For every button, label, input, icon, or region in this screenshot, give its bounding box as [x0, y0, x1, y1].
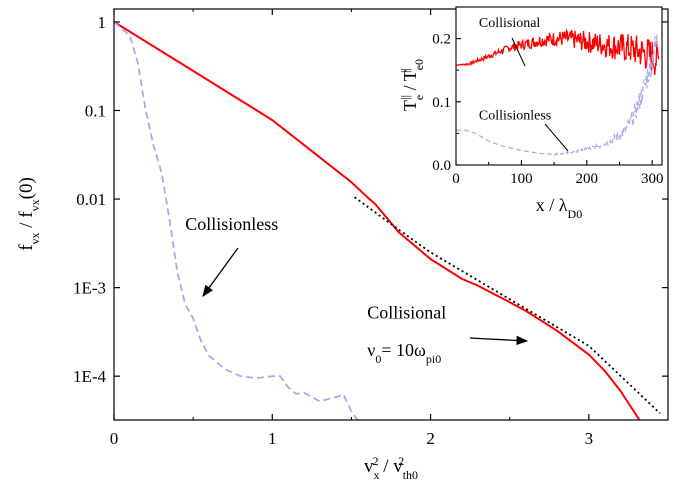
- inset-x-tick-label: 100: [510, 171, 533, 187]
- main-y-tick-label: 0.1: [85, 101, 106, 120]
- main-y-tick-label: 1E-4: [73, 367, 107, 386]
- inset-series-collisional: [456, 27, 660, 76]
- annotation-collision-frequency: ν0= 10ωpi0: [367, 340, 441, 366]
- inset-pointer-collisionless: [544, 123, 569, 152]
- annotation-collisional: Collisional: [367, 302, 446, 322]
- inset-y-tick-label: 0.2: [432, 32, 451, 48]
- inset-y-tick-label: 0.1: [432, 95, 451, 111]
- main-y-axis-title: fvx / fvx(0): [16, 177, 42, 251]
- main-series-group: [114, 21, 661, 420]
- inset-series-group: [456, 27, 660, 156]
- main-x-tick-label: 0: [110, 429, 119, 448]
- main-x-tick-label: 2: [426, 429, 435, 448]
- main-x-tick-label: 1: [268, 429, 277, 448]
- inset-x-tick-label: 200: [576, 171, 599, 187]
- main-x-axis-title: vx2 / vth02: [364, 454, 418, 482]
- main-series-line-0: [114, 21, 641, 420]
- inset-pointer-collisional: [511, 37, 526, 67]
- main-series-line-1: [354, 196, 661, 415]
- inset-background: [456, 7, 662, 165]
- main-y-tick-label: 1E-3: [73, 279, 106, 298]
- main-plot-frame: [113, 8, 669, 421]
- arrow-collisional: [469, 335, 529, 346]
- inset-annotations: Collisional Collisionless: [479, 16, 569, 152]
- inset-annotation-collisional: Collisional: [479, 16, 541, 31]
- inset-y-axis-title: Te|| / Te0||: [398, 59, 426, 111]
- main-annotations: Collisionless Collisional ν0= 10ωpi0: [185, 214, 529, 366]
- annotation-collisionless: Collisionless: [185, 214, 278, 234]
- inset-x-axis-title: x / λD0: [536, 195, 582, 221]
- main-axes: 0 1 2 3 1 0.1 0.01 1E-3 1E-4 vx2 / vth02 fvx / fvx…: [16, 8, 669, 482]
- inset-series-collisionless: [456, 34, 660, 156]
- inset-y-tick-label: 0.0: [432, 158, 451, 174]
- inset-plot-frame: [455, 6, 663, 166]
- inset-x-tick-label: 300: [641, 171, 664, 187]
- main-y-tick-label: 1: [98, 13, 107, 32]
- main-y-tick-label: 0.01: [76, 190, 106, 209]
- inset-axes: 0 100 200 300 0.0 0.1 0.2 x / λD0 Te|| / Te0||: [398, 6, 664, 221]
- main-series-line-2: [114, 21, 359, 420]
- inset-annotation-collisionless: Collisionless: [479, 108, 551, 123]
- inset-x-tick-label: 0: [452, 171, 460, 187]
- arrow-collisionless: [202, 247, 239, 297]
- main-x-tick-label: 3: [585, 429, 594, 448]
